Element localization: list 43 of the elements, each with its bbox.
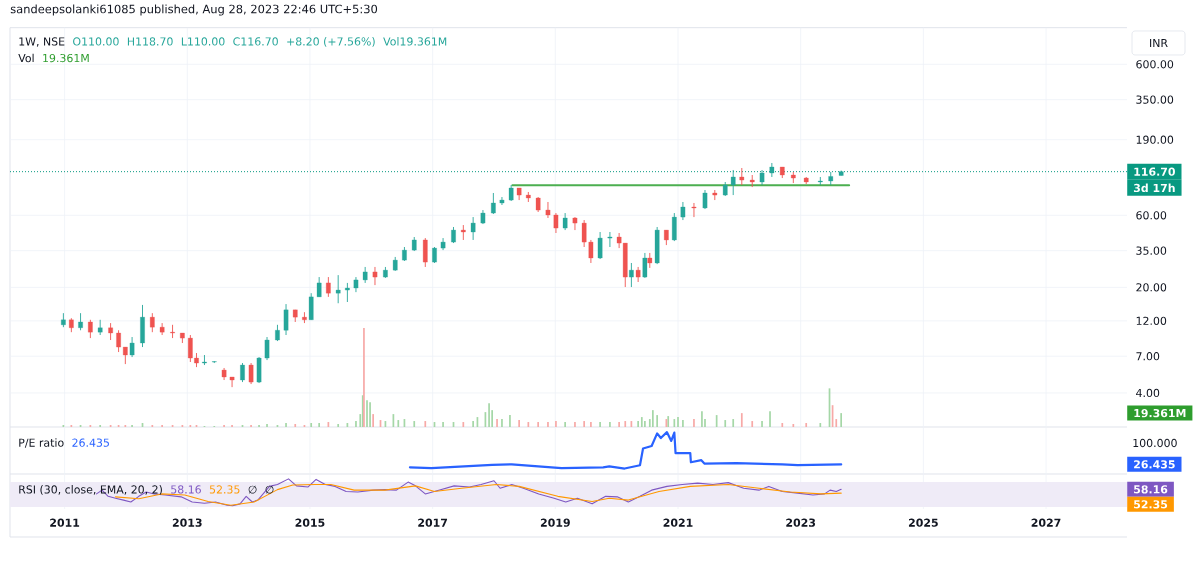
text: 1W, NSE: [19, 37, 65, 47]
y-tick-label: 4.00: [1136, 388, 1160, 398]
chart-title: P/E ratio: [19, 438, 64, 448]
text: RSI (30, close, EMA, 20, 2): [19, 485, 162, 495]
annotation: C116.70: [233, 37, 278, 46]
x-tick-label: 2017: [418, 518, 448, 527]
annotation: 52.35: [209, 485, 240, 494]
x-tick-label: 2015: [295, 518, 325, 527]
x-tick-label: 2027: [1031, 518, 1061, 527]
x-tick-label: 2021: [663, 518, 693, 527]
annotation: 26.435: [72, 438, 109, 447]
y-tick-label: 12.00: [1136, 316, 1167, 326]
y-tick-label: 600.00: [1136, 60, 1174, 69]
x-tick-label: 2025: [908, 518, 938, 527]
annotation: Vol19.361M: [383, 37, 447, 46]
annotation: L110.00: [181, 37, 225, 46]
text: 26.435: [1134, 460, 1175, 469]
text: 52.35: [1134, 500, 1168, 509]
text: 3d 17h: [1133, 183, 1175, 193]
annotation: ∅: [265, 485, 274, 494]
y-tick-label: 60.00: [1136, 211, 1167, 220]
chart-title: Vol: [18, 53, 34, 63]
x-tick-label: 2011: [50, 518, 80, 527]
annotation: +8.20 (+7.56%): [287, 37, 375, 47]
annotation: 19.361M: [43, 53, 89, 63]
annotation: 58.16: [171, 485, 201, 494]
y-axis-title: INR: [1150, 38, 1168, 47]
annotation: H118.70: [127, 37, 173, 46]
y-tick-label: 190.00: [1136, 135, 1174, 144]
y-tick-label: 7.00: [1136, 352, 1160, 361]
text: 100.000: [1133, 438, 1177, 448]
annotation: ∅: [248, 485, 257, 494]
text: 19.361M: [1134, 408, 1186, 418]
y-tick-label: 350.00: [1136, 95, 1174, 104]
annotation: O110.00: [73, 37, 119, 46]
x-tick-label: 2019: [540, 518, 570, 527]
ref-line-label: 116.70: [1134, 167, 1175, 176]
x-tick-label: 2013: [172, 518, 202, 527]
y-tick-label: 20.00: [1136, 283, 1167, 292]
y-tick-label: 35.00: [1136, 246, 1167, 255]
x-tick-label: 2023: [786, 518, 816, 527]
text: sandeepsolanki61085 published, Aug 28, 2023 22:46 UTC+5:30: [10, 4, 378, 16]
text: 58.16: [1134, 485, 1168, 494]
